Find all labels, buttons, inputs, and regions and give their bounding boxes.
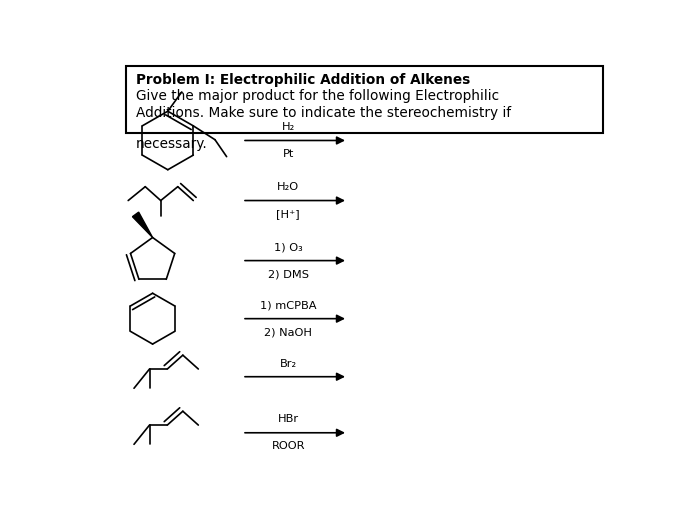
Text: 1) O₃: 1) O₃ (274, 242, 302, 252)
Text: 1) mCPBA: 1) mCPBA (260, 300, 316, 310)
Text: HBr: HBr (278, 414, 299, 424)
FancyBboxPatch shape (126, 66, 603, 133)
Text: H₂: H₂ (281, 122, 295, 132)
Text: [H⁺]: [H⁺] (276, 209, 300, 219)
Text: necessary.: necessary. (136, 137, 207, 151)
Text: H₂O: H₂O (277, 182, 300, 192)
Text: Problem I: Electrophilic Addition of Alkenes: Problem I: Electrophilic Addition of Alk… (136, 73, 470, 87)
Text: 2) DMS: 2) DMS (267, 269, 309, 279)
Text: Give the major product for the following Electrophilic: Give the major product for the following… (136, 89, 498, 103)
Text: Additions. Make sure to indicate the stereochemistry if: Additions. Make sure to indicate the ste… (136, 106, 511, 120)
Text: ROOR: ROOR (272, 441, 305, 451)
Polygon shape (132, 212, 153, 238)
Text: 2) NaOH: 2) NaOH (264, 327, 312, 337)
Text: Br₂: Br₂ (280, 359, 297, 369)
Text: Pt: Pt (283, 149, 294, 159)
